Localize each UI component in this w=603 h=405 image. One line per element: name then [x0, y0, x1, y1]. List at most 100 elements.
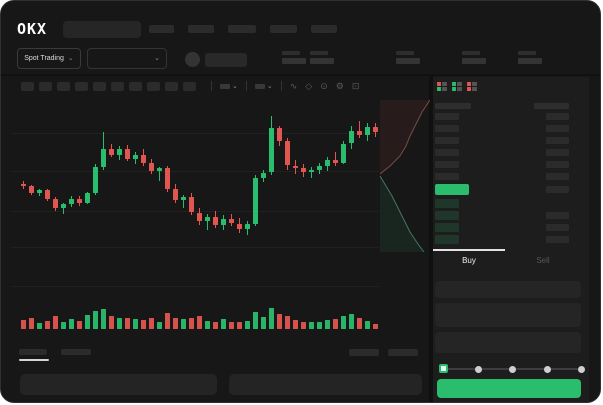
search-input[interactable]: [63, 21, 141, 38]
tab-buy[interactable]: Buy: [462, 256, 476, 265]
book-asks-only-icon[interactable]: [467, 81, 478, 92]
ask-row-price[interactable]: [435, 149, 459, 156]
amount-slider[interactable]: [435, 363, 585, 375]
volume-bar: [373, 324, 378, 329]
order-panel: Buy Sell: [433, 77, 589, 402]
bottom-tab-active[interactable]: [19, 349, 47, 355]
price-field[interactable]: [435, 281, 581, 298]
bottom-action-placeholder[interactable]: [349, 349, 379, 356]
stat-value-placeholder: [310, 58, 334, 64]
timeframe-button[interactable]: [75, 82, 88, 91]
timeframe-button[interactable]: [93, 82, 106, 91]
slider-stop[interactable]: [543, 365, 551, 373]
chevron-down-icon: ⌄: [266, 82, 273, 90]
bid-row-price[interactable]: [435, 211, 459, 220]
magnet-icon[interactable]: ◇: [305, 80, 313, 91]
ask-row-price[interactable]: [435, 113, 459, 120]
candle-down: [141, 154, 146, 163]
indicator-dropdown[interactable]: ⌄: [220, 83, 238, 90]
toolbar-divider: [211, 81, 212, 91]
volume-bar: [229, 322, 234, 329]
volume-bar: [173, 317, 178, 329]
bottom-tab-indicator: [19, 359, 49, 361]
timeframe-button[interactable]: [183, 82, 196, 91]
top-nav: [149, 25, 337, 33]
ask-row-price[interactable]: [435, 137, 459, 144]
ask-row-price[interactable]: [435, 161, 459, 168]
volume-bar: [53, 316, 58, 329]
nav-item[interactable]: [311, 25, 337, 33]
timeframe-button[interactable]: [165, 82, 178, 91]
candle-up: [341, 143, 346, 163]
volume-bar: [93, 311, 98, 329]
candlestick-chart[interactable]: [11, 97, 379, 337]
bid-row-amount: [546, 236, 569, 243]
overlay-dropdown-label: [254, 83, 265, 89]
slider-stop[interactable]: [509, 365, 516, 373]
timeframe-button[interactable]: [147, 82, 160, 91]
timeframe-button[interactable]: [129, 82, 142, 91]
book-bids-only-icon[interactable]: [452, 81, 463, 92]
pair-selector-dropdown[interactable]: ⌄: [87, 48, 167, 69]
last-price-highlight[interactable]: [435, 184, 469, 195]
candle-wick-down: [359, 121, 360, 138]
bid-row-price[interactable]: [435, 235, 459, 244]
panel-divider: [429, 76, 433, 402]
volume-bar: [261, 317, 266, 329]
amount-field[interactable]: [435, 303, 581, 327]
tab-sell[interactable]: Sell: [536, 256, 550, 265]
pair-stat: [462, 51, 486, 64]
toolbar-divider: [280, 81, 282, 91]
book-combined-icon[interactable]: [437, 81, 448, 92]
bid-row-price[interactable]: [435, 223, 459, 232]
candle-down: [237, 223, 242, 229]
pair-stat: [282, 51, 306, 64]
candle-up: [37, 190, 42, 194]
total-field[interactable]: [435, 332, 581, 353]
slider-stop[interactable]: [439, 364, 448, 373]
bottom-action-placeholder[interactable]: [388, 349, 418, 356]
candle-wick-up: [207, 213, 208, 231]
header-divider: [1, 74, 600, 76]
snapshot-icon[interactable]: ⊙: [320, 80, 328, 91]
timeframe-button[interactable]: [111, 82, 124, 91]
bottom-tab[interactable]: [61, 349, 91, 355]
okx-logo: OKX: [17, 20, 48, 38]
chevron-down-icon: ⌄: [232, 82, 238, 90]
candle-down: [333, 160, 338, 163]
nav-item[interactable]: [149, 25, 174, 33]
candle-down: [293, 165, 298, 169]
stat-label-placeholder: [310, 51, 328, 55]
buy-submit-button[interactable]: [437, 379, 581, 398]
timeframe-button[interactable]: [57, 82, 70, 91]
volume-bar: [237, 321, 242, 329]
volume-bar: [309, 322, 314, 329]
nav-item[interactable]: [188, 25, 214, 33]
fullscreen-icon[interactable]: ⊡: [351, 80, 360, 91]
volume-bar: [221, 319, 226, 329]
volume-bar: [277, 314, 282, 329]
candle-up: [261, 172, 266, 178]
timeframe-button[interactable]: [39, 82, 52, 91]
volume-bar: [333, 319, 338, 329]
slider-stop[interactable]: [578, 365, 585, 373]
volume-bar: [189, 318, 194, 329]
line-tool-icon[interactable]: ∿: [289, 80, 298, 91]
nav-item[interactable]: [270, 25, 297, 33]
nav-item[interactable]: [228, 25, 256, 33]
timeframe-button[interactable]: [21, 82, 34, 91]
candle-up: [101, 149, 106, 167]
overlay-dropdown[interactable]: ⌄: [254, 82, 273, 90]
market-type-dropdown[interactable]: Spot Trading ⌄: [17, 48, 81, 69]
ask-row-price[interactable]: [435, 125, 459, 132]
settings-icon[interactable]: ⚙: [335, 80, 344, 91]
candle-up: [245, 223, 250, 229]
slider-stop[interactable]: [474, 365, 482, 373]
candle-down: [229, 219, 234, 224]
stat-label-placeholder: [518, 51, 536, 55]
volume-bar: [61, 321, 66, 329]
bid-row-price[interactable]: [435, 199, 459, 208]
ask-row-price[interactable]: [435, 173, 459, 180]
chevron-down-icon: ⌄: [67, 55, 74, 62]
stat-label-placeholder: [462, 51, 480, 55]
